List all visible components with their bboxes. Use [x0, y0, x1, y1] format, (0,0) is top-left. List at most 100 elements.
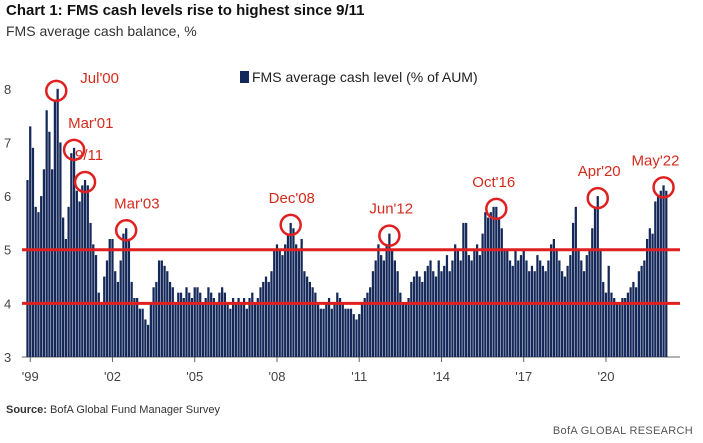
cash-bar	[580, 260, 583, 357]
chart-title: Chart 1: FMS cash levels rise to highest…	[6, 2, 365, 19]
cash-bar	[396, 271, 399, 357]
cash-bar	[410, 281, 413, 357]
cash-bar	[338, 298, 342, 357]
cash-bar	[643, 260, 646, 357]
cash-bar	[481, 233, 484, 357]
cash-bar	[415, 271, 418, 357]
cash-bar	[62, 217, 65, 357]
cash-bar	[421, 281, 424, 357]
cash-bar	[292, 228, 295, 357]
cash-bar	[42, 169, 46, 357]
cash-bar	[78, 201, 81, 357]
x-tick-label: '02	[104, 369, 121, 384]
cash-bar	[308, 281, 311, 357]
cash-bar	[500, 228, 503, 357]
cash-bar	[253, 303, 257, 357]
cash-bar	[651, 233, 654, 357]
cash-bar	[434, 276, 438, 357]
cash-bar	[349, 308, 353, 357]
cash-bar	[624, 298, 627, 357]
cash-bar	[440, 271, 443, 357]
cash-bar	[29, 126, 32, 357]
cash-bar	[475, 244, 479, 357]
cash-bar	[51, 169, 54, 357]
cash-bar	[306, 276, 309, 357]
cash-bar	[454, 244, 457, 357]
cash-bar	[662, 185, 665, 357]
cash-bar	[344, 308, 347, 357]
cash-bar	[426, 265, 429, 357]
cash-bar	[267, 281, 270, 357]
cash-bar	[322, 308, 325, 357]
source-label: Source:	[6, 404, 47, 416]
cash-bar	[547, 260, 550, 357]
y-tick-label: 6	[4, 189, 11, 204]
cash-bar	[275, 244, 279, 357]
cash-bar	[418, 276, 421, 357]
source-note: Source: BofA Global Fund Manager Survey	[6, 404, 220, 416]
cash-bar	[319, 308, 322, 357]
cash-bar	[45, 110, 48, 357]
cash-bar	[591, 228, 594, 357]
cash-bar	[445, 255, 449, 357]
cash-bar	[571, 222, 575, 357]
cash-bar	[610, 292, 613, 357]
cash-bar	[511, 265, 514, 357]
cash-bar	[517, 260, 520, 357]
cash-bar	[72, 147, 76, 357]
legend-swatch	[240, 71, 249, 83]
cash-bar	[146, 324, 150, 357]
cash-bar	[429, 260, 432, 357]
y-tick-label: 4	[4, 296, 11, 311]
cash-bar	[116, 281, 120, 357]
cash-bar	[130, 281, 133, 357]
cash-bar	[336, 292, 339, 357]
cash-bar	[569, 255, 572, 357]
cash-bar	[495, 206, 498, 357]
cash-bar	[632, 281, 635, 357]
cash-bar	[484, 212, 487, 357]
cash-bar	[152, 287, 155, 357]
cash-bar	[358, 314, 361, 357]
cash-bar	[136, 298, 139, 357]
cash-bar	[155, 281, 158, 357]
cash-bar	[311, 287, 314, 357]
cash-bar	[223, 292, 227, 357]
peak-annotation: Mar'01	[68, 115, 113, 132]
cash-bar	[659, 190, 662, 357]
peak-circle	[114, 219, 138, 242]
legend-label: FMS average cash level (% of AUM)	[252, 69, 478, 85]
cash-bar	[89, 222, 92, 357]
cash-bar	[574, 206, 577, 357]
cash-bar	[86, 185, 89, 357]
cash-bar	[648, 228, 651, 357]
y-tick-label: 8	[4, 82, 11, 97]
peak-annotation: Apr'20	[578, 163, 621, 180]
cash-bar	[264, 276, 268, 357]
cash-bar	[467, 255, 471, 357]
cash-bar	[56, 88, 59, 358]
cash-bar	[492, 206, 495, 357]
x-tick-label: '08	[268, 369, 285, 384]
cash-bar	[604, 292, 608, 357]
x-tick-label: '05	[186, 369, 203, 384]
cash-bar	[465, 222, 468, 357]
cash-bar	[582, 271, 586, 357]
cash-bar	[412, 276, 416, 357]
cash-bar	[407, 298, 410, 357]
cash-bar	[53, 99, 57, 357]
x-tick-label: '99	[22, 369, 39, 384]
peak-circle	[279, 213, 302, 237]
cash-bar	[355, 319, 358, 357]
cash-bar	[665, 190, 668, 357]
cash-bar	[70, 153, 73, 357]
cash-bar	[432, 271, 435, 357]
cash-bar	[360, 303, 364, 357]
cash-bar	[327, 298, 331, 357]
cash-bar	[122, 233, 125, 357]
cash-bar	[314, 292, 317, 357]
cash-bar	[489, 212, 492, 357]
cash-bar	[259, 287, 262, 357]
cash-bar	[596, 196, 599, 357]
chart-subtitle: FMS average cash balance, %	[6, 23, 197, 39]
